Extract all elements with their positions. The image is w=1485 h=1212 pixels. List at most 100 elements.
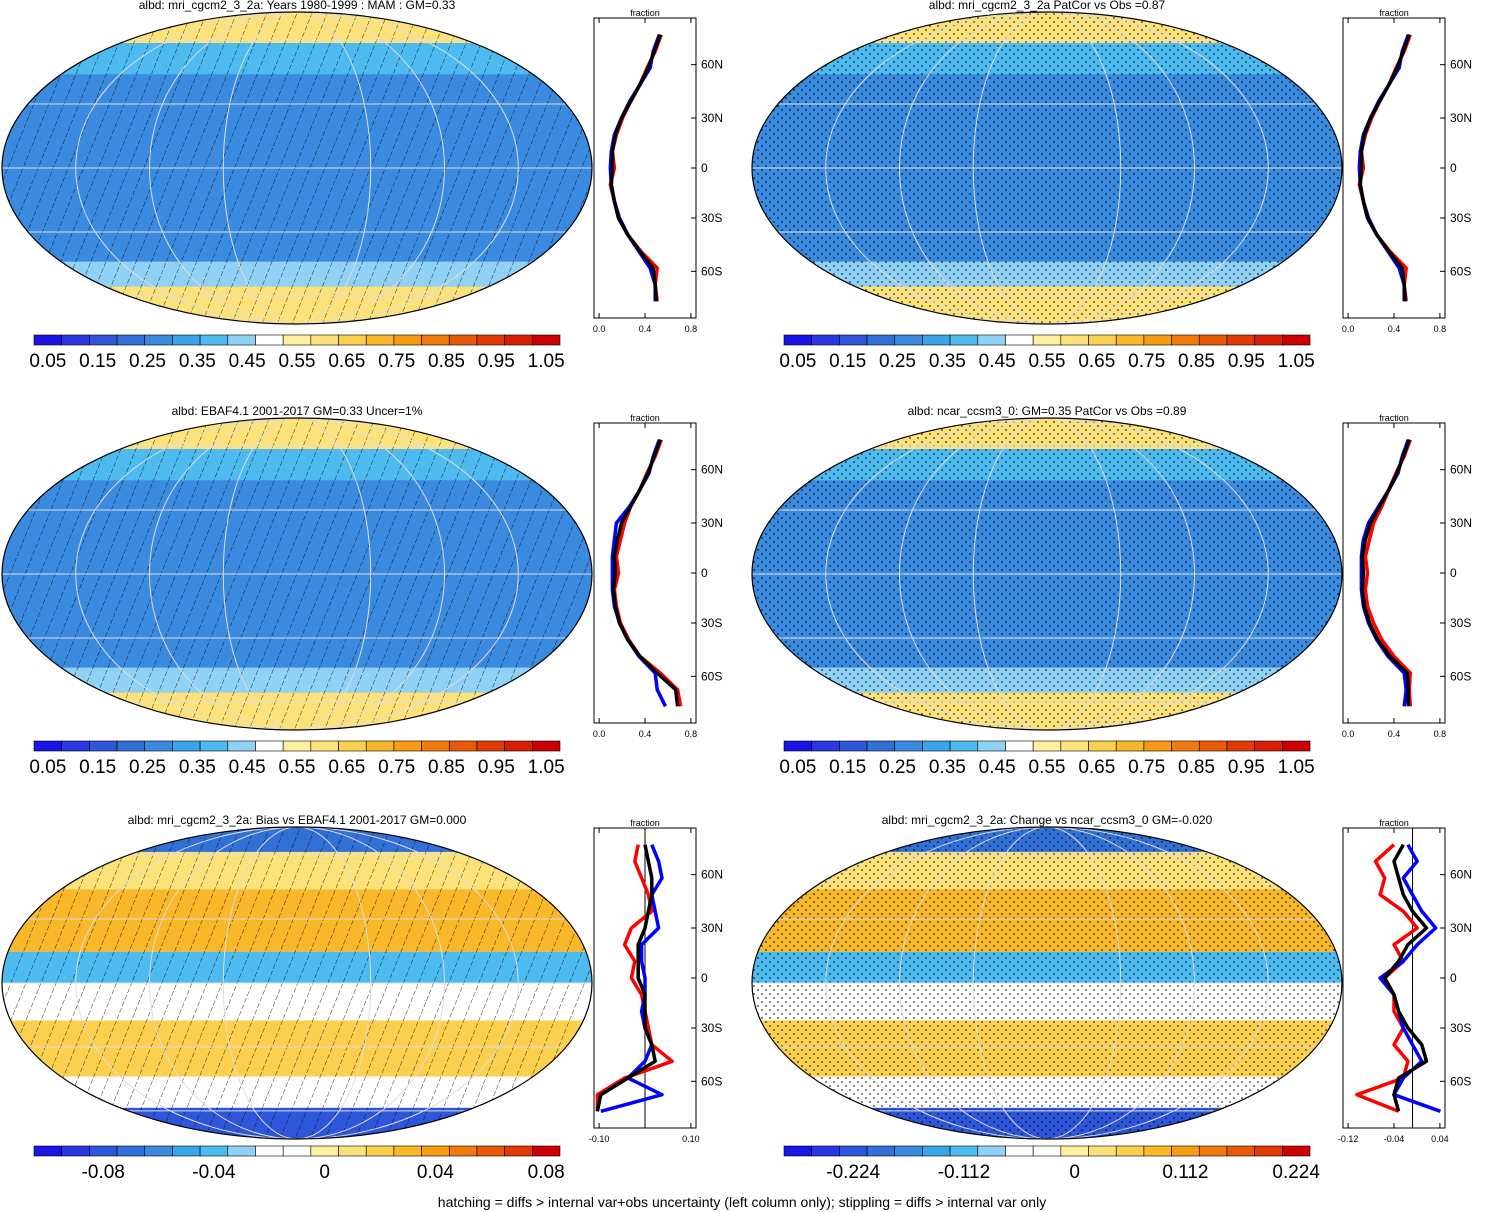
colorbar-label: 0.224 (1272, 1162, 1320, 1183)
colorbar-swatch (866, 1145, 896, 1157)
colorbar-swatch (255, 334, 284, 346)
profile-xtick-label: 0.8 (1434, 729, 1447, 739)
colorbar-swatch (227, 1145, 256, 1157)
colorbar-swatch (89, 1145, 118, 1157)
colorbar-label: 0.25 (879, 351, 916, 372)
colorbar-label: 0.85 (428, 351, 465, 372)
colorbar-label: 0.15 (79, 757, 116, 778)
colorbar-label: 0.55 (279, 757, 316, 778)
colorbar-swatch (894, 334, 923, 346)
profile-series-line (1382, 843, 1429, 1112)
colorbar-swatch (144, 334, 173, 346)
colorbar-swatch (1005, 740, 1034, 752)
colorbar-label: 0.15 (829, 757, 866, 778)
profile-ytick-label: 0 (701, 566, 708, 580)
colorbar-label: -0.224 (826, 1162, 880, 1183)
colorbar-swatch (866, 334, 896, 346)
colorbar-swatch (89, 740, 118, 752)
colorbar-swatch (1198, 334, 1228, 346)
colorbar-swatch (448, 1145, 478, 1157)
colorbar-label: 0.55 (1029, 757, 1066, 778)
longitude-gridline (825, 827, 1269, 1139)
colorbar-swatch (172, 334, 201, 346)
colorbar-swatch (1143, 740, 1172, 752)
colorbar-label: 0.85 (1178, 757, 1215, 778)
colorbar-label: 0.95 (1228, 757, 1265, 778)
panel-3: albd: EBAF4.1 2001-2017 GM=0.33 Uncer=1%… (1, 404, 723, 778)
longitude-gridline (222, 827, 372, 1139)
profile-label: fraction (1379, 413, 1409, 423)
panel-4: albd: ncar_ccsm3_0: GM=0.35 PatCor vs Ob… (751, 404, 1472, 778)
map-area (752, 12, 1342, 324)
profile-series-line (1363, 439, 1413, 707)
profile-ytick-label: 60S (701, 669, 722, 683)
longitude-gridline (972, 827, 1122, 1139)
profile-ytick-label: 60N (701, 463, 723, 477)
colorbar-swatch (1115, 740, 1145, 752)
colorbar-swatch (1032, 334, 1062, 346)
colorbar-swatch (894, 1145, 923, 1157)
profile-ytick-label: 60S (1450, 669, 1471, 683)
colorbar-swatch (476, 740, 505, 752)
colorbar-swatch (393, 1145, 422, 1157)
profile-ytick-label: 30S (1450, 211, 1471, 225)
longitude-gridline (75, 827, 519, 1139)
colorbar-label: 0.45 (229, 351, 266, 372)
colorbar-label: 0.95 (478, 351, 515, 372)
colorbar-swatch (977, 1145, 1006, 1157)
colorbar-swatch (255, 740, 284, 752)
colorbar-swatch (1115, 1145, 1145, 1157)
colorbar-swatch (144, 740, 173, 752)
longitude-gridline (149, 827, 445, 1139)
map-title: albd: mri_cgcm2_3_2a PatCor vs Obs =0.87 (929, 0, 1166, 12)
colorbar-swatch (33, 1145, 62, 1157)
profile-ytick-label: 30N (1450, 516, 1472, 530)
colorbar-swatch (199, 740, 229, 752)
profile-series-line (1358, 34, 1411, 302)
profile-ytick-label: 30S (1450, 616, 1471, 630)
profile-ytick-label: 30N (1450, 921, 1472, 935)
profile-xtick-label: 0.0 (1342, 324, 1355, 334)
colorbar-swatch (839, 334, 868, 346)
colorbar-swatch (1088, 1145, 1117, 1157)
colorbar-label: 0.35 (929, 351, 966, 372)
colorbar-label: -0.08 (82, 1162, 125, 1183)
longitude-gridline (972, 418, 1122, 730)
profile-ytick-label: 60N (1450, 463, 1472, 477)
colorbar-swatch (116, 740, 146, 752)
colorbar-label: 1.05 (528, 757, 565, 778)
colorbar-swatch (1198, 1145, 1228, 1157)
map-area (752, 418, 1342, 730)
profile-xtick-label: 0.4 (1388, 324, 1401, 334)
colorbar-swatch (282, 740, 312, 752)
colorbar-label: 1.05 (528, 351, 565, 372)
colorbar-swatch (977, 740, 1006, 752)
colorbar-label: 0.35 (179, 757, 216, 778)
profile-xtick-label: 0.8 (1434, 324, 1447, 334)
colorbar-swatch (421, 1145, 450, 1157)
longitude-gridline (825, 418, 1269, 730)
colorbar-swatch (922, 1145, 951, 1157)
colorbar-swatch (1005, 334, 1034, 346)
profile-ytick-label: 30S (1450, 1021, 1471, 1035)
colorbar-swatch (1282, 740, 1311, 752)
profile-xtick-label: 0.0 (593, 324, 606, 334)
map-title: albd: ncar_ccsm3_0: GM=0.35 PatCor vs Ob… (908, 404, 1187, 418)
colorbar-swatch (783, 740, 812, 752)
colorbar-swatch (144, 1145, 173, 1157)
colorbar-label: 0 (1069, 1162, 1080, 1183)
colorbar-label: 0.112 (1162, 1162, 1208, 1183)
colorbar-swatch (1254, 334, 1283, 346)
longitude-gridline (75, 418, 519, 730)
colorbar-swatch (1060, 1145, 1089, 1157)
map-outline (751, 11, 1343, 325)
profile-ytick-label: 60S (701, 1074, 722, 1088)
profile-ytick-label: 0 (701, 161, 708, 175)
colorbar-swatch (116, 334, 146, 346)
colorbar-swatch (172, 1145, 201, 1157)
colorbar-swatch (504, 1145, 533, 1157)
colorbar-label: 0.75 (1128, 351, 1165, 372)
profile-ytick-label: 30S (701, 616, 722, 630)
colorbar-label: 0.15 (829, 351, 866, 372)
profile-frame (1342, 422, 1446, 724)
